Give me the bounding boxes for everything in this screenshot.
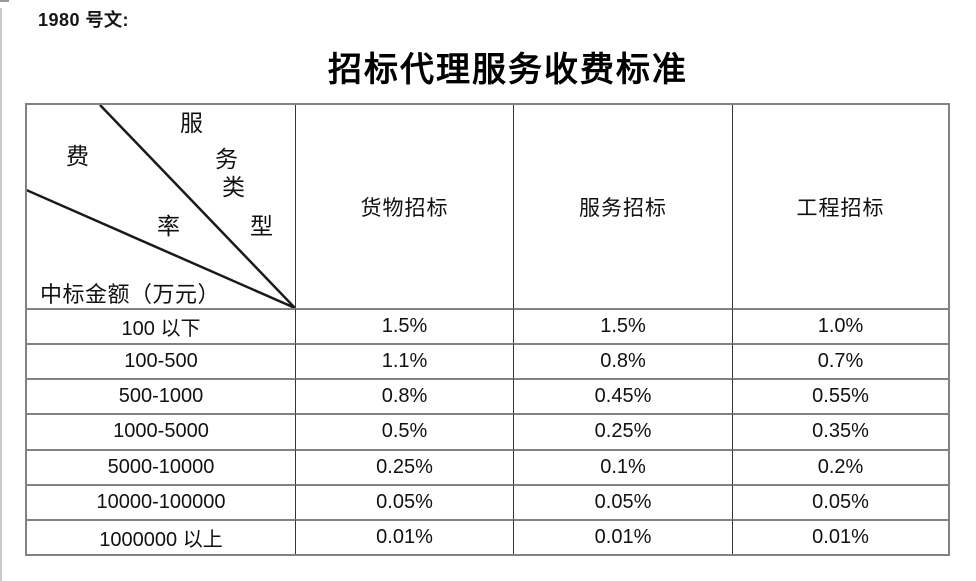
rate-cell: 0.2% [732,448,948,484]
rate-cell: 0.01% [513,518,732,554]
rate-cell: 0.25% [513,413,732,449]
corner-service-char: 服 [180,111,203,136]
rate-cell: 1.1% [295,343,513,379]
rate-cell: 0.05% [513,483,732,519]
rate-cell: 0.01% [732,518,948,554]
rate-cell: 0.45% [513,378,732,414]
corner-service-char: 务 [215,147,238,172]
rate-cell: 0.05% [732,483,948,519]
diagonal-lines [27,105,295,308]
rate-cell: 0.8% [295,378,513,414]
rate-cell: 0.7% [732,343,948,379]
row-amount: 500-1000 [27,378,295,413]
corner-service-char: 类 [222,175,245,200]
corner-service-char: 型 [250,214,273,239]
row-amount: 100 以下 [27,308,295,343]
page-corner-mark [0,0,9,2]
column-header-engineering: 工程招标 [732,105,948,308]
row-amount: 1000-5000 [27,413,295,448]
row-amount: 10000-100000 [27,483,295,519]
row-amount: 1000000 以上 [27,518,295,554]
fee-standard-table: 费 率 服 务 类 型 中标金额（万元） 货物招标 服务招标 工程招标 100 … [25,103,950,556]
rate-cell: 0.01% [295,518,513,554]
row-amount: 5000-10000 [27,448,295,484]
rate-cell: 0.8% [513,343,732,379]
rate-cell: 1.0% [732,308,948,344]
doc-reference-number: 1980 号文: [38,10,130,30]
rate-cell: 0.5% [295,413,513,449]
rate-cell: 0.25% [295,448,513,484]
rate-cell: 1.5% [513,308,732,344]
rate-cell: 0.55% [732,378,948,414]
corner-rate-char: 率 [157,214,180,239]
table-corner-cell: 费 率 服 务 类 型 中标金额（万元） [27,105,295,308]
column-header-goods: 货物招标 [295,105,513,308]
row-amount: 100-500 [27,343,295,378]
rate-cell: 0.35% [732,413,948,449]
page-left-edge [0,8,2,581]
rate-cell: 1.5% [295,308,513,344]
column-header-services: 服务招标 [513,105,732,308]
corner-fee-char: 费 [66,144,89,169]
page-title: 招标代理服务收费标准 [328,52,688,89]
rate-cell: 0.1% [513,448,732,484]
rate-cell: 0.05% [295,483,513,519]
corner-amount-label: 中标金额（万元） [40,282,221,307]
